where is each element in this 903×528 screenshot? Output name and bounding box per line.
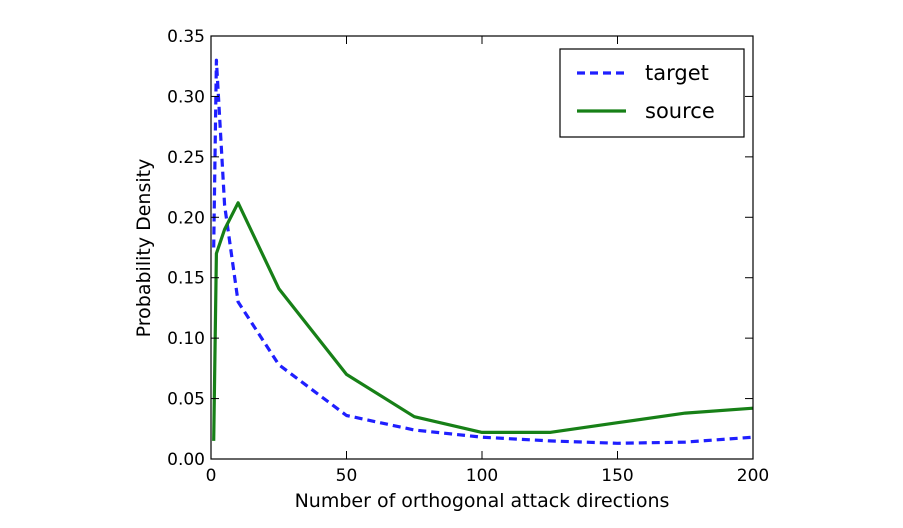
y-tick-label: 0.15 bbox=[167, 269, 205, 289]
series-line-target bbox=[212, 58, 754, 445]
plot-lines bbox=[212, 58, 754, 445]
x-tick-label: 100 bbox=[466, 466, 498, 486]
y-axis: 0.00 0.05 0.10 0.15 0.20 0.25 0.30 0.35 bbox=[167, 27, 753, 470]
legend-target-label: target bbox=[645, 61, 709, 85]
y-tick-label: 0.30 bbox=[167, 87, 205, 107]
y-tick-label: 0.35 bbox=[167, 27, 205, 47]
series-line-source bbox=[212, 201, 754, 441]
x-axis: 0 50 100 150 200 bbox=[206, 36, 769, 486]
legend-box bbox=[559, 48, 745, 138]
y-tick-label: 0.25 bbox=[167, 148, 205, 168]
x-axis-label: Number of orthogonal attack directions bbox=[295, 490, 670, 512]
x-tick-label: 0 bbox=[206, 466, 217, 486]
y-tick-label: 0.20 bbox=[167, 208, 205, 228]
x-tick-label: 150 bbox=[601, 466, 633, 486]
y-tick-label: 0.10 bbox=[167, 329, 205, 349]
y-axis-label: Probability Density bbox=[133, 159, 155, 338]
y-tick-label: 0.05 bbox=[167, 390, 205, 410]
x-tick-label: 50 bbox=[336, 466, 358, 486]
legend: target source bbox=[559, 48, 745, 138]
x-tick-label: 200 bbox=[737, 466, 769, 486]
legend-source-label: source bbox=[645, 99, 715, 123]
y-tick-label: 0.00 bbox=[167, 450, 205, 470]
